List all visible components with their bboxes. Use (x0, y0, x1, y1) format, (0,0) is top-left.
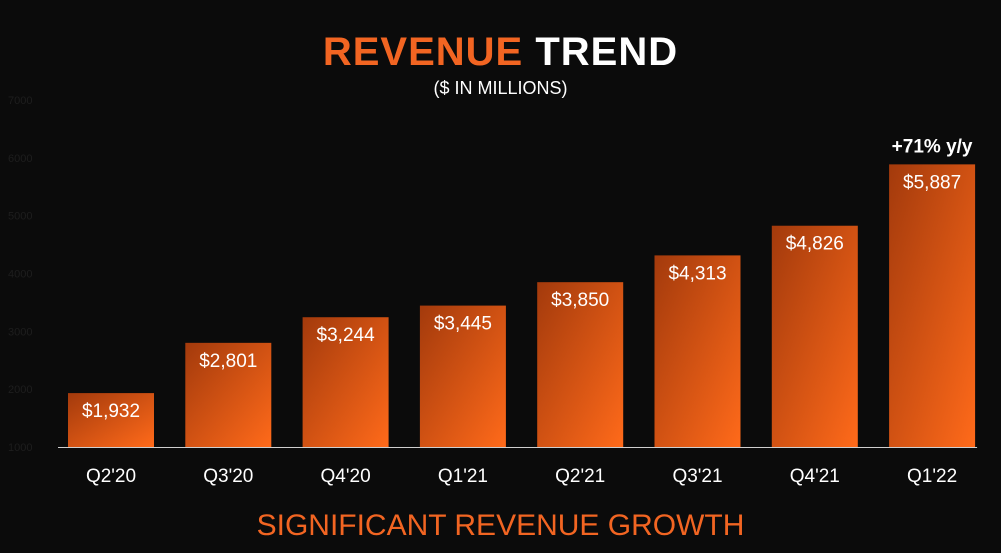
bar-value-label: $4,313 (668, 263, 726, 284)
bar-Q2'20 (68, 393, 154, 447)
labels-group: $1,932 Q2'20 $2,801 Q3'20 $3,244 Q4'20 $3,445 Q… (82, 136, 973, 487)
bar-Q3'21 (654, 255, 741, 447)
bar-Q2'21 (537, 282, 624, 447)
x-tick-label: Q1'22 (907, 466, 957, 487)
y-tick-label: 7000 (8, 95, 32, 107)
y-axis-ticks: 1000 2000 3000 4000 5000 6000 7000 (8, 95, 32, 454)
x-tick-label: Q3'21 (672, 466, 722, 487)
bar-value-label: $5,887 (903, 172, 961, 193)
bar-Q1'22 (889, 164, 976, 447)
y-tick-label: 3000 (8, 326, 32, 338)
bar-Q1'21 (419, 305, 506, 447)
growth-annotation: +71% y/y (892, 136, 973, 157)
bar-value-label: $2,801 (199, 351, 257, 372)
bar-Q4'21 (771, 225, 858, 447)
y-tick-label: 2000 (8, 384, 32, 396)
x-tick-label: Q1'21 (438, 466, 488, 487)
x-tick-label: Q3'20 (203, 466, 253, 487)
bar-value-label: $3,244 (317, 325, 376, 346)
y-tick-label: 5000 (8, 211, 32, 223)
chart-title-trend: TREND (535, 30, 679, 74)
y-tick-label: 4000 (8, 269, 32, 281)
y-tick-label: 1000 (8, 442, 32, 454)
bar-value-label: $1,932 (82, 401, 140, 422)
bar-Q4'20 (302, 317, 389, 447)
bars-group (68, 164, 976, 447)
bar-Q3'20 (185, 342, 272, 447)
x-tick-label: Q2'20 (86, 466, 136, 487)
chart-title-revenue: REVENUE (322, 30, 524, 74)
x-tick-label: Q4'21 (790, 466, 840, 487)
y-tick-label: 6000 (8, 153, 32, 165)
bar-value-label: $3,445 (434, 314, 492, 335)
x-tick-label: Q4'20 (321, 466, 371, 487)
chart-subtitle: ($ IN MILLIONS) (433, 78, 568, 98)
bar-value-label: $3,850 (551, 290, 609, 311)
x-tick-label: Q2'21 (555, 466, 605, 487)
chart-title: REVENUE TREND (0, 28, 1001, 76)
footer-tagline: SIGNIFICANT REVENUE GROWTH (256, 509, 745, 542)
bar-value-label: $4,826 (786, 234, 844, 255)
